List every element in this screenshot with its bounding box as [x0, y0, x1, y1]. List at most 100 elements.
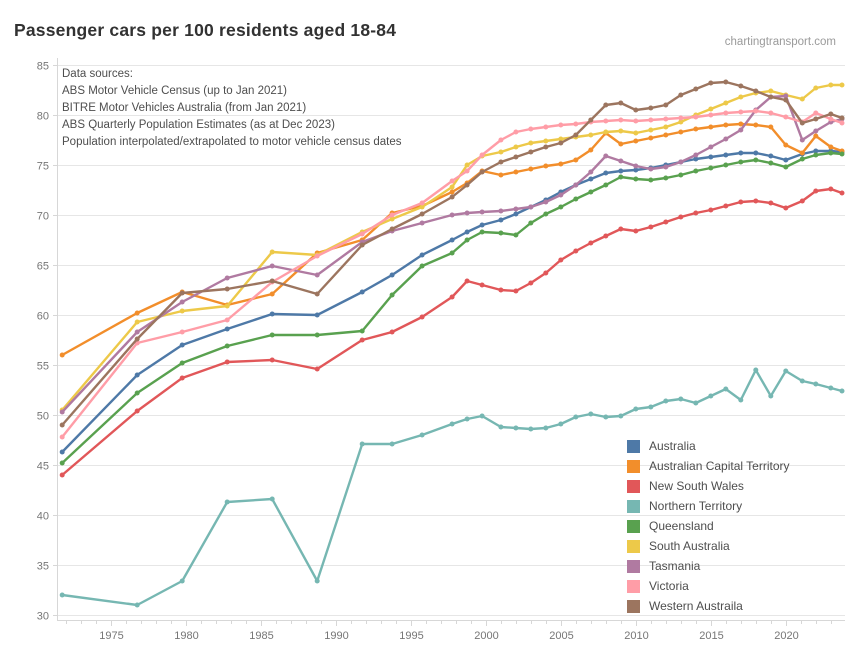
- data-point-australia[interactable]: [134, 372, 140, 378]
- data-point-australian-capital-territory[interactable]: [723, 122, 729, 128]
- data-point-australian-capital-territory[interactable]: [648, 135, 654, 141]
- data-point-new-south-wales[interactable]: [693, 210, 699, 216]
- data-point-australian-capital-territory[interactable]: [753, 122, 759, 128]
- data-point-new-south-wales[interactable]: [389, 329, 395, 335]
- data-point-australia[interactable]: [693, 156, 699, 162]
- data-point-south-australia[interactable]: [603, 129, 609, 135]
- data-point-western-austraila[interactable]: [633, 107, 639, 113]
- data-point-northern-territory[interactable]: [528, 426, 534, 432]
- data-point-tasmania[interactable]: [573, 182, 579, 188]
- data-point-victoria[interactable]: [828, 116, 834, 122]
- data-point-new-south-wales[interactable]: [543, 270, 549, 276]
- data-point-western-austraila[interactable]: [723, 79, 729, 85]
- data-point-tasmania[interactable]: [783, 93, 789, 99]
- series-markers-western-austraila[interactable]: [59, 79, 845, 428]
- data-point-victoria[interactable]: [633, 118, 639, 124]
- data-point-tasmania[interactable]: [479, 209, 485, 215]
- data-point-queensland[interactable]: [513, 232, 519, 238]
- data-point-new-south-wales[interactable]: [828, 186, 834, 192]
- data-point-australian-capital-territory[interactable]: [449, 189, 455, 195]
- data-point-western-austraila[interactable]: [648, 105, 654, 111]
- series-line-victoria[interactable]: [61, 109, 844, 439]
- data-point-new-south-wales[interactable]: [633, 228, 639, 234]
- data-point-queensland[interactable]: [314, 332, 320, 338]
- data-point-northern-territory[interactable]: [449, 421, 455, 427]
- data-point-queensland[interactable]: [753, 157, 759, 163]
- data-point-australian-capital-territory[interactable]: [618, 141, 624, 147]
- data-point-queensland[interactable]: [633, 176, 639, 182]
- series-line-queensland[interactable]: [61, 151, 844, 465]
- legend-item-victoria[interactable]: Victoria: [627, 576, 790, 596]
- data-point-south-australia[interactable]: [528, 140, 534, 146]
- data-point-tasmania[interactable]: [633, 163, 639, 169]
- series-queensland[interactable]: [59, 150, 845, 466]
- data-point-queensland[interactable]: [799, 156, 805, 162]
- data-point-western-austraila[interactable]: [314, 291, 320, 297]
- series-line-australian-capital-territory[interactable]: [61, 122, 844, 357]
- data-point-queensland[interactable]: [528, 220, 534, 226]
- data-point-western-austraila[interactable]: [558, 140, 564, 146]
- data-point-new-south-wales[interactable]: [783, 205, 789, 211]
- data-point-australian-capital-territory[interactable]: [663, 132, 669, 138]
- data-point-australia[interactable]: [449, 237, 455, 243]
- data-point-south-australia[interactable]: [464, 162, 470, 168]
- data-point-northern-territory[interactable]: [359, 441, 365, 447]
- data-point-western-austraila[interactable]: [678, 92, 684, 98]
- data-point-new-south-wales[interactable]: [603, 233, 609, 239]
- legend-item-australian-capital-territory[interactable]: Australian Capital Territory: [627, 456, 790, 476]
- data-point-northern-territory[interactable]: [179, 578, 185, 584]
- data-point-victoria[interactable]: [663, 116, 669, 122]
- data-point-new-south-wales[interactable]: [464, 278, 470, 284]
- data-point-tasmania[interactable]: [513, 206, 519, 212]
- data-point-northern-territory[interactable]: [543, 425, 549, 431]
- data-point-australia[interactable]: [588, 176, 594, 182]
- legend-item-tasmania[interactable]: Tasmania: [627, 556, 790, 576]
- data-point-south-australia[interactable]: [498, 149, 504, 155]
- data-point-northern-territory[interactable]: [839, 388, 845, 394]
- data-point-western-austraila[interactable]: [179, 290, 185, 296]
- data-point-queensland[interactable]: [618, 174, 624, 180]
- series-markers-queensland[interactable]: [59, 150, 845, 466]
- data-point-south-australia[interactable]: [179, 308, 185, 314]
- data-point-northern-territory[interactable]: [498, 424, 504, 430]
- data-point-south-australia[interactable]: [839, 82, 845, 88]
- data-point-northern-territory[interactable]: [723, 386, 729, 392]
- data-point-northern-territory[interactable]: [513, 425, 519, 431]
- data-point-victoria[interactable]: [498, 137, 504, 143]
- series-line-tasmania[interactable]: [61, 94, 844, 414]
- data-point-queensland[interactable]: [693, 168, 699, 174]
- data-point-northern-territory[interactable]: [708, 393, 714, 399]
- data-point-queensland[interactable]: [449, 250, 455, 256]
- data-point-australian-capital-territory[interactable]: [134, 310, 140, 316]
- data-point-australia[interactable]: [738, 150, 744, 156]
- data-point-victoria[interactable]: [753, 108, 759, 114]
- legend-item-new-south-wales[interactable]: New South Wales: [627, 476, 790, 496]
- data-point-new-south-wales[interactable]: [723, 203, 729, 209]
- data-point-tasmania[interactable]: [543, 199, 549, 205]
- data-point-western-austraila[interactable]: [588, 117, 594, 123]
- data-point-new-south-wales[interactable]: [498, 287, 504, 293]
- data-point-western-austraila[interactable]: [59, 422, 65, 428]
- data-point-australian-capital-territory[interactable]: [738, 121, 744, 127]
- data-point-south-australia[interactable]: [269, 249, 275, 255]
- data-point-northern-territory[interactable]: [738, 397, 744, 403]
- data-point-queensland[interactable]: [828, 150, 834, 156]
- data-point-south-australia[interactable]: [134, 319, 140, 325]
- data-point-new-south-wales[interactable]: [359, 337, 365, 343]
- data-point-victoria[interactable]: [618, 117, 624, 123]
- data-point-western-austraila[interactable]: [449, 194, 455, 200]
- data-point-tasmania[interactable]: [708, 144, 714, 150]
- data-point-south-australia[interactable]: [618, 128, 624, 134]
- data-point-victoria[interactable]: [738, 109, 744, 115]
- data-point-victoria[interactable]: [224, 317, 230, 323]
- data-point-victoria[interactable]: [768, 110, 774, 116]
- data-point-tasmania[interactable]: [678, 159, 684, 165]
- data-point-tasmania[interactable]: [723, 136, 729, 142]
- data-point-new-south-wales[interactable]: [708, 207, 714, 213]
- data-point-queensland[interactable]: [738, 159, 744, 165]
- series-western-austraila[interactable]: [59, 79, 845, 428]
- legend-item-queensland[interactable]: Queensland: [627, 516, 790, 536]
- data-point-new-south-wales[interactable]: [768, 200, 774, 206]
- data-point-new-south-wales[interactable]: [738, 199, 744, 205]
- data-point-queensland[interactable]: [573, 196, 579, 202]
